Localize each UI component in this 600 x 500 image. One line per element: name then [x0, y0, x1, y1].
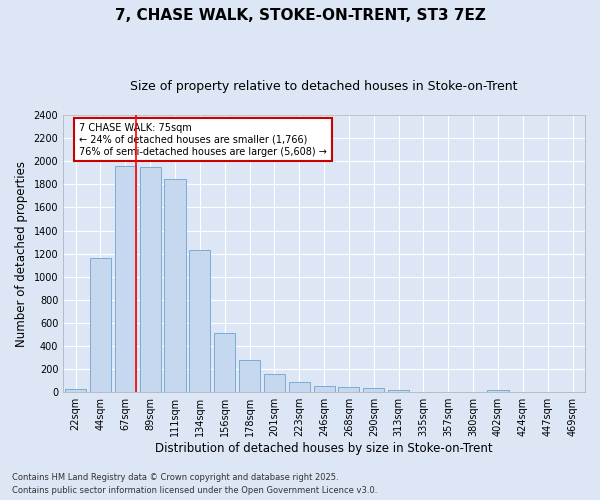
Bar — [487, 390, 509, 392]
Bar — [388, 390, 409, 392]
Bar — [264, 374, 285, 392]
Bar — [164, 178, 185, 392]
Text: 7 CHASE WALK: 75sqm
← 24% of detached houses are smaller (1,766)
76% of semi-det: 7 CHASE WALK: 75sqm ← 24% of detached ho… — [79, 124, 326, 156]
Bar — [90, 258, 111, 392]
Y-axis label: Number of detached properties: Number of detached properties — [15, 160, 28, 346]
Bar — [289, 382, 310, 392]
X-axis label: Distribution of detached houses by size in Stoke-on-Trent: Distribution of detached houses by size … — [155, 442, 493, 455]
Text: 7, CHASE WALK, STOKE-ON-TRENT, ST3 7EZ: 7, CHASE WALK, STOKE-ON-TRENT, ST3 7EZ — [115, 8, 485, 22]
Bar — [189, 250, 211, 392]
Bar — [140, 167, 161, 392]
Bar — [338, 387, 359, 392]
Text: Contains HM Land Registry data © Crown copyright and database right 2025.
Contai: Contains HM Land Registry data © Crown c… — [12, 474, 377, 495]
Bar — [314, 386, 335, 392]
Bar — [363, 388, 385, 392]
Bar — [65, 390, 86, 392]
Bar — [214, 334, 235, 392]
Bar — [115, 166, 136, 392]
Title: Size of property relative to detached houses in Stoke-on-Trent: Size of property relative to detached ho… — [130, 80, 518, 93]
Bar — [239, 360, 260, 392]
